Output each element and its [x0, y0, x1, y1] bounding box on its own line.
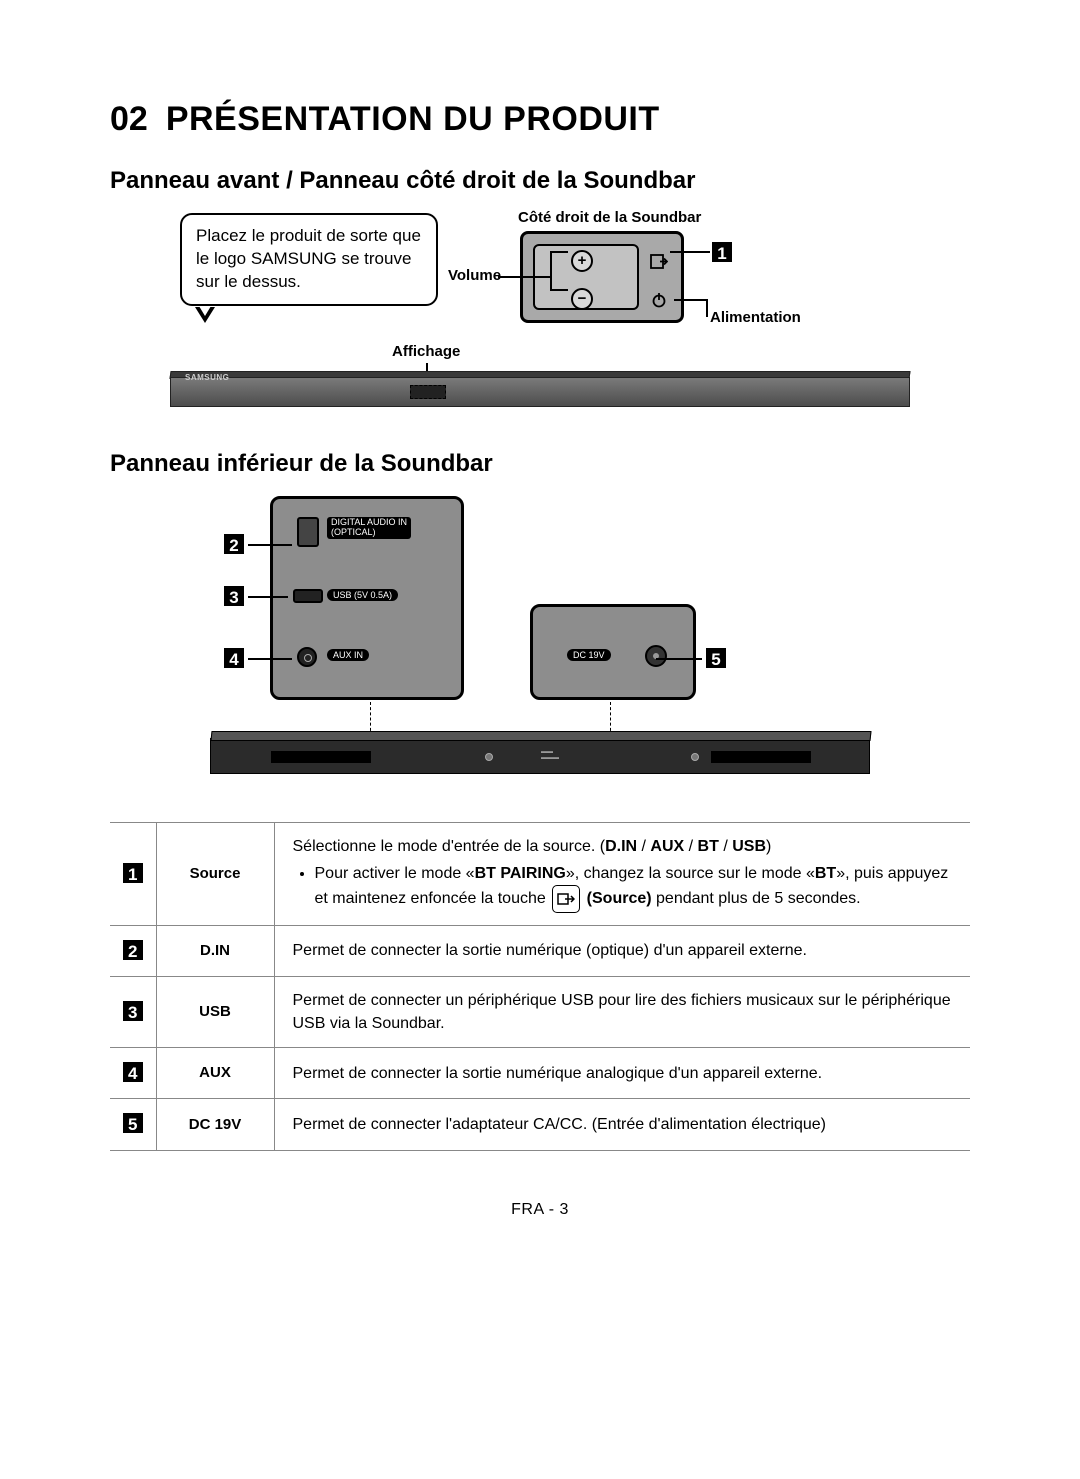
- optical-label-line1: DIGITAL AUDIO IN: [331, 517, 407, 527]
- chapter-title: PRÉSENTATION DU PRODUIT: [166, 100, 660, 139]
- section1-title: Panneau avant / Panneau côté droit de la…: [110, 167, 970, 195]
- callout-marker-4: 4: [222, 646, 246, 670]
- row-marker: 5: [121, 1111, 145, 1135]
- soundbar-bottom-view: ▬▬▬▬▬: [210, 738, 870, 774]
- aux-port-label: AUX IN: [327, 649, 369, 661]
- desc-bullet: Pour activer le mode «BT PAIRING», chang…: [315, 862, 959, 912]
- table-row: 3 USB Permet de connecter un périphériqu…: [110, 976, 970, 1047]
- t: », changez la source sur le mode «: [566, 865, 815, 882]
- usb-port: [293, 589, 323, 603]
- mode: BT: [698, 838, 719, 855]
- leader-line: [656, 658, 702, 660]
- soundbar-front: [170, 377, 910, 407]
- desc-text: Sélectionne le mode d'entrée de la sourc…: [293, 838, 606, 855]
- bottom-panel-right: DC 19V: [530, 604, 696, 700]
- t: BT PAIRING: [475, 865, 566, 882]
- optical-port-label: DIGITAL AUDIO IN (OPTICAL): [327, 517, 411, 539]
- optical-port: [297, 517, 319, 547]
- leader-line: [674, 299, 706, 301]
- mode: AUX: [650, 838, 684, 855]
- power-icon: [651, 292, 667, 308]
- row-desc: Permet de connecter la sortie numérique …: [274, 925, 970, 976]
- leader-line: [550, 277, 552, 289]
- power-label: Alimentation: [710, 309, 801, 326]
- right-side-label: Côté droit de la Soundbar: [518, 209, 701, 226]
- table-row: 1 Source Sélectionne le mode d'entrée de…: [110, 823, 970, 926]
- aux-port: [297, 647, 317, 667]
- t: pendant plus de 5 secondes.: [652, 890, 861, 907]
- mounting-hole: [485, 753, 493, 761]
- ports-table: 1 Source Sélectionne le mode d'entrée de…: [110, 822, 970, 1151]
- mounting-hole: [691, 753, 699, 761]
- t: Pour activer le mode «: [315, 865, 475, 882]
- volume-down-button: −: [571, 288, 593, 310]
- leader-line: [550, 251, 552, 277]
- callout-marker-1: 1: [710, 240, 734, 264]
- table-row: 2 D.IN Permet de connecter la sortie num…: [110, 925, 970, 976]
- row-name: D.IN: [156, 925, 274, 976]
- source-icon: [650, 254, 668, 269]
- row-name: Source: [156, 823, 274, 926]
- row-marker: 3: [121, 999, 145, 1023]
- bottom-label-text: ▬▬▬▬▬: [541, 749, 559, 761]
- row-name: USB: [156, 976, 274, 1047]
- callout-marker-5: 5: [704, 646, 728, 670]
- leader-line: [550, 289, 568, 291]
- volume-up-button: +: [571, 250, 593, 272]
- row-desc: Permet de connecter la sortie numérique …: [274, 1048, 970, 1099]
- bottom-panel-diagram: DIGITAL AUDIO IN (OPTICAL) USB (5V 0.5A)…: [130, 496, 950, 796]
- leader-line: [248, 544, 292, 546]
- mode: USB: [732, 838, 766, 855]
- row-marker: 1: [121, 861, 145, 885]
- samsung-logo: SAMSUNG: [185, 373, 229, 382]
- source-button-icon: [552, 885, 580, 912]
- chapter-number: 02: [110, 100, 148, 139]
- leader-line: [248, 658, 292, 660]
- section2-title: Panneau inférieur de la Soundbar: [110, 450, 970, 478]
- front-right-diagram: Placez le produit de sorte que le logo S…: [130, 213, 950, 428]
- table-row: 5 DC 19V Permet de connecter l'adaptateu…: [110, 1099, 970, 1150]
- t: BT: [815, 865, 836, 882]
- chapter-heading: 02 PRÉSENTATION DU PRODUIT: [110, 100, 970, 139]
- dc-port: [645, 645, 667, 667]
- bottom-panel-left: DIGITAL AUDIO IN (OPTICAL) USB (5V 0.5A)…: [270, 496, 464, 700]
- leader-line: [248, 596, 288, 598]
- callout-marker-2: 2: [222, 532, 246, 556]
- row-name: AUX: [156, 1048, 274, 1099]
- row-desc: Permet de connecter un périphérique USB …: [274, 976, 970, 1047]
- leader-line: [550, 251, 568, 253]
- callout-tail: [195, 307, 215, 323]
- speaker-slot: [711, 751, 811, 763]
- row-marker: 2: [121, 938, 145, 962]
- t: (Source): [587, 890, 652, 907]
- row-desc: Permet de connecter l'adaptateur CA/CC. …: [274, 1099, 970, 1150]
- dc-port-label: DC 19V: [567, 649, 611, 661]
- volume-label: Volume: [448, 267, 501, 284]
- page-footer: FRA - 3: [110, 1201, 970, 1219]
- mode: D.IN: [605, 838, 637, 855]
- callout-marker-3: 3: [222, 584, 246, 608]
- soundbar-display-window: [410, 385, 446, 399]
- usb-port-label: USB (5V 0.5A): [327, 589, 398, 601]
- optical-label-line2: (OPTICAL): [331, 527, 376, 537]
- leader-line: [498, 276, 552, 278]
- row-desc: Sélectionne le mode d'entrée de la sourc…: [274, 823, 970, 926]
- display-label: Affichage: [392, 343, 460, 360]
- table-row: 4 AUX Permet de connecter la sortie numé…: [110, 1048, 970, 1099]
- row-name: DC 19V: [156, 1099, 274, 1150]
- speaker-slot: [271, 751, 371, 763]
- leader-line: [706, 299, 708, 317]
- placement-callout: Placez le produit de sorte que le logo S…: [180, 213, 438, 306]
- leader-line: [670, 251, 710, 253]
- row-marker: 4: [121, 1060, 145, 1084]
